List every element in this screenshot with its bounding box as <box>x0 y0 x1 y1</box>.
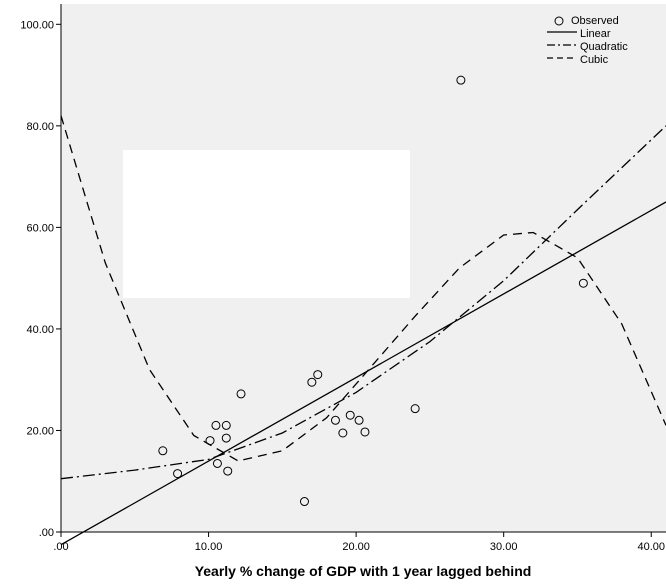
y-tick-label: 40.00 <box>26 324 54 336</box>
x-tick-label: 30.00 <box>490 541 518 553</box>
y-tick-label: 20.00 <box>26 425 54 437</box>
observed-point <box>338 428 348 438</box>
occluding-box <box>123 150 410 298</box>
series-line-linear <box>60 201 666 546</box>
legend-label: Observed <box>571 15 619 27</box>
observed-point <box>212 458 222 468</box>
observed-point <box>578 278 588 288</box>
y-tick-label: .00 <box>39 527 54 539</box>
observed-points <box>158 75 588 507</box>
legend-label: Cubic <box>580 54 609 66</box>
y-tick-label: 100.00 <box>20 19 54 31</box>
x-tick-label: 40.00 <box>637 541 665 553</box>
observed-point <box>330 415 340 425</box>
x-axis-ticks: .00 10.00 20.00 30.00 40.00 <box>53 532 665 553</box>
legend-label: Linear <box>580 28 611 40</box>
legend-marker-observed <box>554 16 564 26</box>
series-line-quadratic <box>60 125 666 480</box>
observed-point <box>354 415 364 425</box>
observed-point <box>456 75 466 85</box>
x-tick-label: .00 <box>53 541 68 553</box>
observed-point <box>307 377 317 387</box>
observed-point <box>313 370 323 380</box>
observed-point <box>221 433 231 443</box>
x-tick-label: 10.00 <box>195 541 223 553</box>
observed-point <box>345 410 355 420</box>
observed-point <box>360 427 370 437</box>
observed-point <box>205 436 215 446</box>
fit-curves <box>60 115 666 546</box>
legend-label: Quadratic <box>580 41 628 53</box>
observed-point <box>223 466 233 476</box>
y-tick-label: 60.00 <box>26 222 54 234</box>
observed-point <box>173 469 183 479</box>
y-tick-label: 80.00 <box>26 121 54 133</box>
y-axis-ticks: .00 20.00 40.00 60.00 80.00 100.00 <box>20 19 61 539</box>
x-tick-label: 20.00 <box>342 541 370 553</box>
observed-point <box>299 497 309 507</box>
observed-point <box>221 420 231 430</box>
observed-point <box>410 404 420 414</box>
observed-point <box>211 420 221 430</box>
x-axis-label: Yearly % change of GDP with 1 year lagge… <box>195 563 532 579</box>
observed-point <box>236 389 246 399</box>
observed-point <box>158 446 168 456</box>
